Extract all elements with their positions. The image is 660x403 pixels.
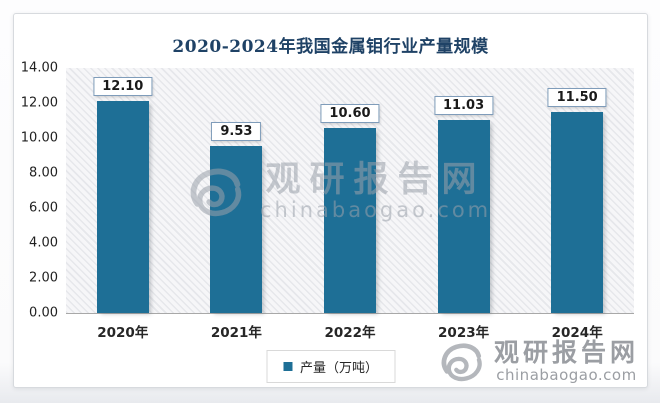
y-tick-label: 0.00 [29,305,58,321]
chart-title: 2020-2024年我国金属钼行业产量规模 [172,37,489,57]
bar [437,119,490,313]
y-tick-label: 4.00 [29,235,58,251]
y-tick-label: 6.00 [29,200,58,216]
bar-column: 9.53 2021年 [180,68,294,341]
y-axis-ticks: 0.00 2.00 4.00 6.00 8.00 10.00 12.00 14.00 [14,61,58,321]
legend: 产量（万吨） [265,350,396,383]
bar [210,146,263,313]
y-tick-label: 12.00 [20,95,58,111]
bar-value-label: 11.03 [434,95,494,115]
guanyan-swirl-logo-icon [431,334,491,391]
x-category-label: 2022年 [324,325,376,341]
bar-value-label: 11.50 [547,87,607,107]
bar-value-label: 12.10 [93,77,153,97]
bar-column: 11.50 2024年 [520,68,634,341]
y-tick-label: 10.00 [20,130,58,146]
legend-label: 产量（万吨） [299,361,379,376]
y-tick-label: 2.00 [29,270,58,286]
x-category-label: 2023年 [438,325,490,341]
corner-logo-domain-text: chinabaogao.com [496,366,637,385]
legend-color-swatch [282,362,292,371]
bar [96,101,149,313]
bar-column: 11.03 2023年 [407,68,521,341]
bar-column: 10.60 2022年 [293,68,407,341]
bar-value-label: 10.60 [320,103,380,123]
bar-column: 12.10 2020年 [66,68,180,341]
y-tick-label: 14.00 [20,60,58,76]
corner-logo-brand-text: 观研报告网 [493,337,639,367]
bar-columns: 12.10 2020年 9.53 2021年 10.60 2022年 11.03 2023年 1… [66,68,634,341]
corner-brand-logo: 观研报告网 chinabaogao.com [436,339,639,385]
x-category-label: 2020年 [97,325,149,341]
bar [551,111,604,313]
x-category-label: 2021年 [210,325,262,341]
bar-value-label: 9.53 [211,122,262,142]
x-category-label: 2024年 [551,325,603,341]
chart-card: 2020-2024年我国金属钼行业产量规模 0.00 2.00 4.00 6.00 8.… [13,13,648,388]
y-tick-label: 8.00 [29,165,58,181]
plot-area: 12.10 2020年 9.53 2021年 10.60 2022年 11.03 2023年 1… [66,68,634,341]
bar [323,127,376,313]
corner-logo-text: 观研报告网 chinabaogao.com [493,337,639,385]
